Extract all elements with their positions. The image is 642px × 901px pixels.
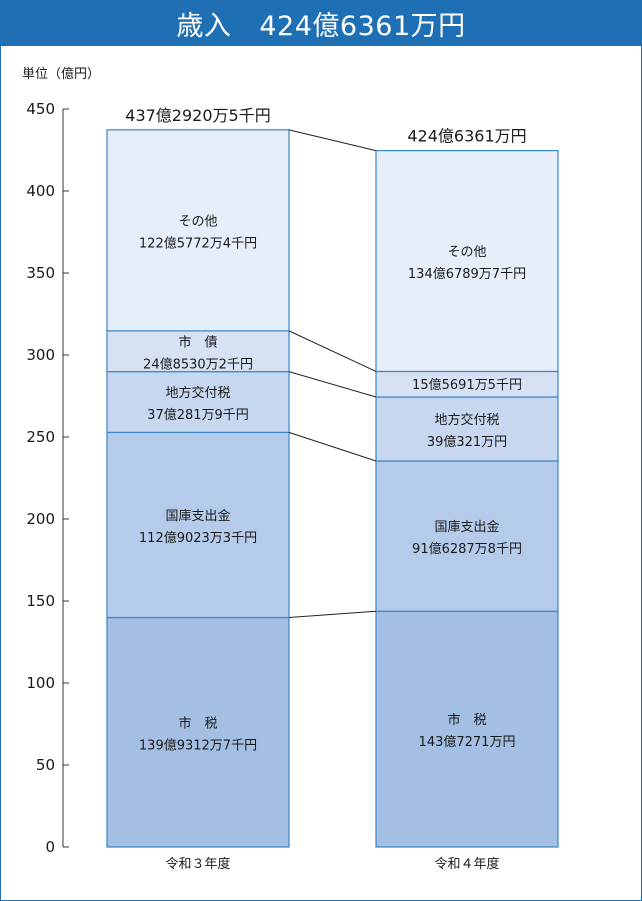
segment-value-label: 134億6789万7千円: [408, 266, 526, 282]
bar-segment: [106, 330, 290, 373]
x-category-label: 令和３年度: [165, 856, 230, 872]
x-category-label: 令和４年度: [434, 856, 499, 872]
segment-name-label: 国庫支出金: [434, 519, 499, 535]
connector-line: [288, 431, 377, 462]
segment-value-label: 139億9312万7千円: [139, 737, 257, 753]
connector-line: [288, 129, 377, 152]
y-tick-label: 250: [26, 428, 55, 446]
unit-label: 単位（億円）: [22, 66, 100, 82]
segment-value-label: 24億8530万2千円: [143, 356, 253, 372]
segment-name-label: 市 債: [178, 334, 217, 350]
y-tick-label: 100: [26, 674, 55, 692]
y-tick-label: 300: [26, 346, 55, 364]
y-tick-label: 350: [26, 264, 55, 282]
y-tick-label: 200: [26, 510, 55, 528]
title-bar: 歳入 424億6361万円: [0, 0, 642, 46]
y-tick-label: 150: [26, 592, 55, 610]
segment-name-label: 市 税: [178, 715, 217, 731]
segment-value-label: 37億281万9千円: [147, 407, 249, 423]
bar-segment: [375, 149, 559, 373]
bar-segment: [106, 371, 290, 433]
segment-name-label: 国庫支出金: [165, 508, 230, 524]
bar-segment: [375, 460, 559, 612]
segment-name-label: その他: [447, 245, 486, 260]
segment-name-label: その他: [178, 214, 217, 229]
segment-value-label: 91億6287万8千円: [412, 541, 522, 557]
y-tick-label: 450: [26, 100, 55, 118]
segment-value-label: 112億9023万3千円: [139, 530, 257, 546]
bar-segment: [106, 616, 290, 848]
bar-total-label: 437億2920万5千円: [125, 106, 270, 125]
y-tick-label: 0: [45, 838, 55, 856]
bar-segment: [375, 370, 559, 398]
bar-segment: [106, 129, 290, 332]
y-tick-label: 50: [36, 756, 55, 774]
connector-line: [288, 371, 377, 398]
segment-value-label: 39億321万円: [427, 434, 507, 450]
segment-name-label: 地方交付税: [434, 412, 499, 428]
bar-total-label: 424億6361万円: [407, 127, 526, 146]
title-amount: 424億6361万円: [259, 10, 466, 42]
segment-value-label: 15億5691万5千円: [412, 377, 522, 393]
segment-name-label: 地方交付税: [165, 385, 230, 401]
segment-name-label: 市 税: [447, 712, 486, 728]
connector-line: [288, 330, 377, 372]
y-tick-label: 400: [26, 182, 55, 200]
segment-value-label: 143億7271万円: [419, 734, 516, 750]
title-word: 歳入: [176, 10, 232, 42]
connector-line: [288, 610, 377, 619]
segment-value-label: 122億5772万4千円: [139, 235, 257, 251]
bar-segment: [375, 610, 559, 848]
bar-segment: [106, 431, 290, 619]
bar-segment: [375, 396, 559, 462]
